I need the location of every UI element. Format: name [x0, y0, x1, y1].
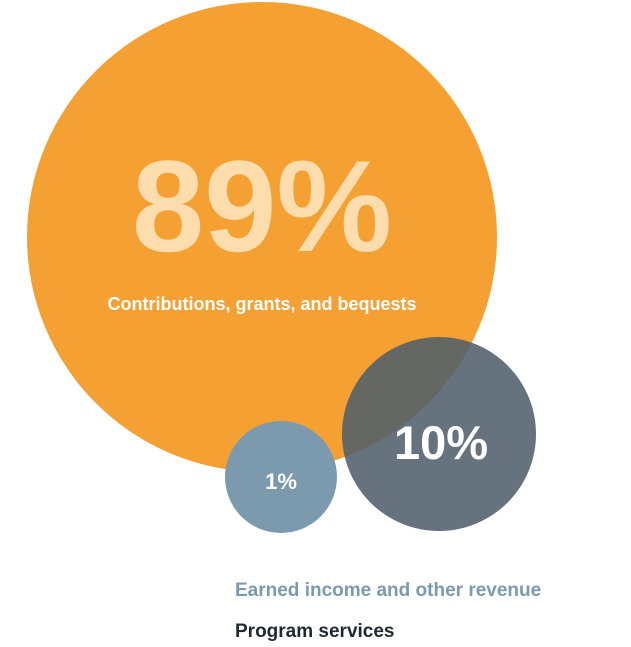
contributions-category-label: Contributions, grants, and bequests — [107, 294, 416, 314]
bubble-contributions — [27, 2, 497, 472]
program-services-value-label: 10% — [394, 416, 488, 469]
bubble-earned-income — [225, 421, 337, 533]
contributions-value-label: 89% — [132, 133, 392, 279]
bubble-program-services — [342, 337, 536, 531]
legend-earned-income: Earned income and other revenue — [235, 580, 542, 601]
earned-income-value-label: 1% — [265, 469, 297, 494]
legend-program-services: Program services — [235, 621, 395, 642]
